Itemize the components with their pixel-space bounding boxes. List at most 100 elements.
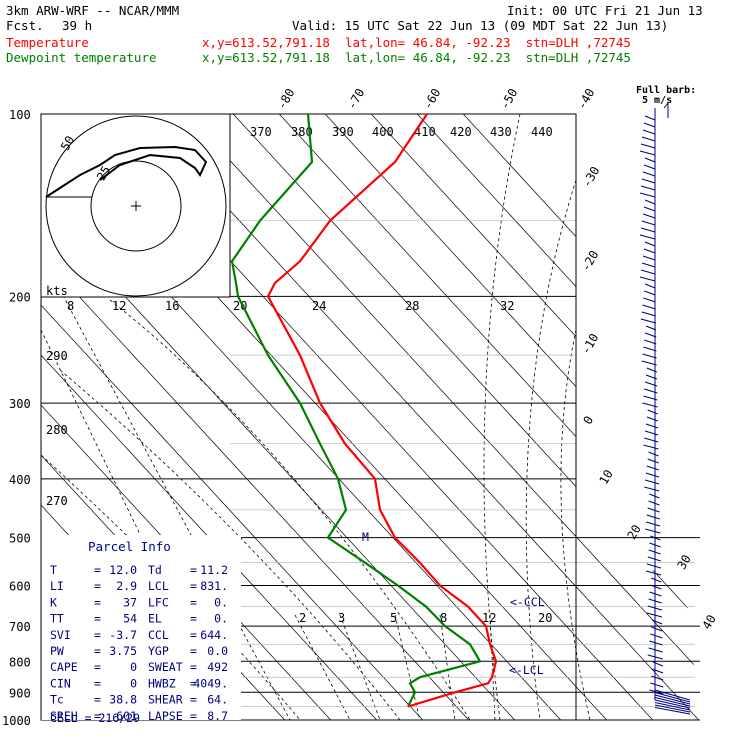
isotherm-label: -30 (579, 164, 602, 190)
parcel-value: 11.2 (200, 563, 228, 577)
dewpoint-info: x,y=613.52,791.18 lat,lon= 46.84, -92.23… (202, 50, 631, 65)
parcel-value: 831. (200, 579, 228, 593)
isotherm (324, 114, 700, 720)
wind-barb (648, 451, 659, 457)
wind-barb (654, 694, 691, 705)
hodograph-units: kts (46, 284, 68, 298)
ccl-marker: <-CCL (510, 595, 545, 609)
wind-barb (642, 353, 657, 359)
wind-barb (644, 283, 656, 289)
isotherm-label: -70 (344, 86, 367, 112)
parcel-eq: = (94, 676, 101, 690)
wind-barb (641, 311, 656, 317)
parcel-eq: = (190, 693, 197, 707)
wind-barb (644, 388, 658, 394)
wind-barb (644, 437, 659, 443)
temperature-label: Temperature (6, 35, 89, 50)
mixing-ratio-line (339, 614, 381, 720)
temperature-profile (266, 113, 498, 708)
parcel-value: 644. (200, 628, 228, 642)
forecast-hours: 39 h (62, 18, 93, 33)
mixing-ratio-label: 12 (482, 611, 496, 625)
parcel-value: 38.8 (109, 693, 137, 707)
wind-barb (647, 605, 662, 611)
theta-label: 400 (372, 125, 394, 139)
parcel-key: Td (148, 563, 162, 577)
parcel-cell: CELL = 216/29 (50, 711, 140, 725)
theta-label: 280 (46, 423, 68, 437)
parcel-value: 0 (130, 660, 137, 674)
isotherm-label: -10 (578, 331, 601, 357)
wind-barb (647, 409, 658, 415)
wind-barb (642, 255, 656, 261)
parcel-eq: = (190, 595, 197, 609)
wind-barb (654, 697, 691, 707)
isotherm (41, 114, 469, 720)
parcel-eq: = (94, 660, 101, 674)
wind-barb (649, 689, 664, 695)
barb-legend-unit: 5 m/s (642, 95, 673, 106)
wind-barb (651, 619, 663, 625)
wind-barb (645, 521, 661, 527)
parcel-key: LI (50, 579, 64, 593)
hodograph-ring-label: 25 (94, 163, 113, 183)
hodograph-ring-outer (45, 115, 227, 297)
wind-barb (650, 584, 662, 590)
pressure-tick-label: 600 (9, 580, 31, 594)
pressure-tick-label: 900 (9, 686, 31, 700)
parcel-info-table: T = 12.0 Td = 11.2LI = 2.9 LCL = 831.K = 37 LFC = 0.TT =… (50, 563, 228, 723)
theta-label: 390 (332, 125, 354, 139)
wind-barb (644, 486, 660, 492)
lcl-marker: <-LCL (509, 663, 544, 677)
parcel-eq: = (94, 644, 101, 658)
parcel-key: K (50, 595, 57, 609)
wind-barb (645, 374, 658, 380)
theta-label: 290 (46, 349, 68, 363)
wind-barb (646, 367, 658, 373)
wind-barb (654, 707, 691, 715)
wind-barb (640, 185, 656, 191)
isotherm-label: -50 (497, 86, 520, 112)
theta-label: 410 (414, 125, 436, 139)
wind-barb (640, 227, 656, 233)
wind-barb (649, 591, 662, 597)
parcel-key: YGP (148, 644, 169, 658)
wind-barb (641, 262, 656, 268)
isotherm-label: 20 (624, 522, 643, 542)
wind-barb (644, 339, 657, 345)
theta-label: 370 (250, 125, 272, 139)
wind-barb (639, 276, 656, 282)
hodograph-ring-inner (90, 160, 182, 252)
wind-barb (644, 115, 656, 121)
wind-barb (644, 479, 660, 485)
hodograph-trace (45, 145, 208, 198)
pressure-tick-label: 100 (9, 108, 31, 122)
wind-barb (649, 542, 661, 548)
barb-legend: Full barb: (636, 85, 697, 96)
wind-barb (642, 171, 656, 177)
wind-barb (646, 612, 663, 618)
parcel-key: Tc (50, 693, 64, 707)
wind-barb (640, 269, 656, 275)
isotherm (370, 114, 700, 720)
parcel-value: 12.0 (109, 563, 137, 577)
parcel-key: LCL (148, 579, 169, 593)
parcel-value: 37 (123, 595, 137, 609)
wind-barb (651, 675, 664, 681)
wind-barb (643, 122, 656, 128)
wind-barb (649, 640, 663, 646)
dewpoint-profile (230, 113, 482, 707)
isotherm (41, 114, 377, 720)
parcel-value: 64. (207, 693, 228, 707)
wind-barb (650, 535, 661, 541)
wind-barb (641, 136, 656, 142)
parcel-eq: = (190, 676, 197, 690)
isotherm (140, 114, 699, 720)
isotherm-label: 10 (596, 467, 615, 487)
parcel-key: SWEAT (148, 660, 183, 674)
wind-barb (639, 150, 656, 156)
parcel-key: PW (50, 644, 64, 658)
parcel-key: CIN (50, 676, 71, 690)
mixing-ratio-label: 8 (440, 611, 447, 625)
